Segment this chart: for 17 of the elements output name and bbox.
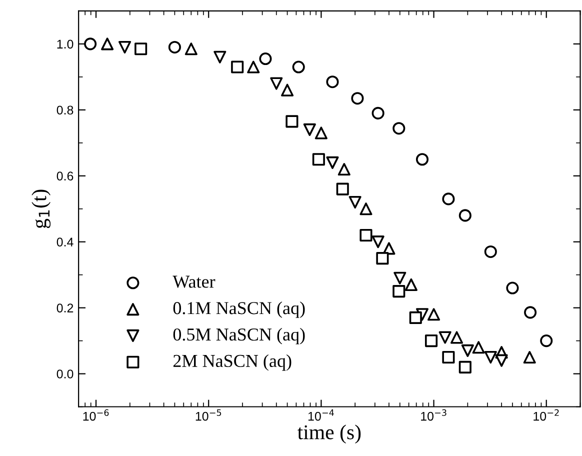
y-tick-label: 0.4	[56, 238, 74, 246]
legend-label: Water	[172, 276, 216, 288]
x-tick-label: 10$^{−2}$	[534, 409, 559, 421]
y-tick-label: 0.8	[56, 106, 74, 115]
y-tick-label: 1.0	[57, 40, 74, 49]
x-tick-label: 10$^{−4}$	[308, 409, 334, 421]
y-tick-label: 0.0	[56, 370, 74, 378]
x-tick-label: 10$^{−3}$	[421, 409, 446, 421]
legend-label: 0.5M NaSCN (aq)	[173, 328, 305, 344]
x-tick-label: 10$^{−6}$	[83, 409, 109, 421]
y-axis-title: g$_{1}$(t)	[32, 190, 51, 228]
x-axis-title: time (s)	[298, 424, 361, 444]
legend-label: 0.1M NaSCN (aq)	[173, 302, 305, 318]
legend-label: 2M NaSCN (aq)	[173, 354, 292, 371]
y-tick-label: 0.6	[56, 172, 74, 181]
y-tick-label: 0.2	[56, 304, 74, 312]
x-tick-label: 10$^{−5}$	[196, 409, 222, 421]
